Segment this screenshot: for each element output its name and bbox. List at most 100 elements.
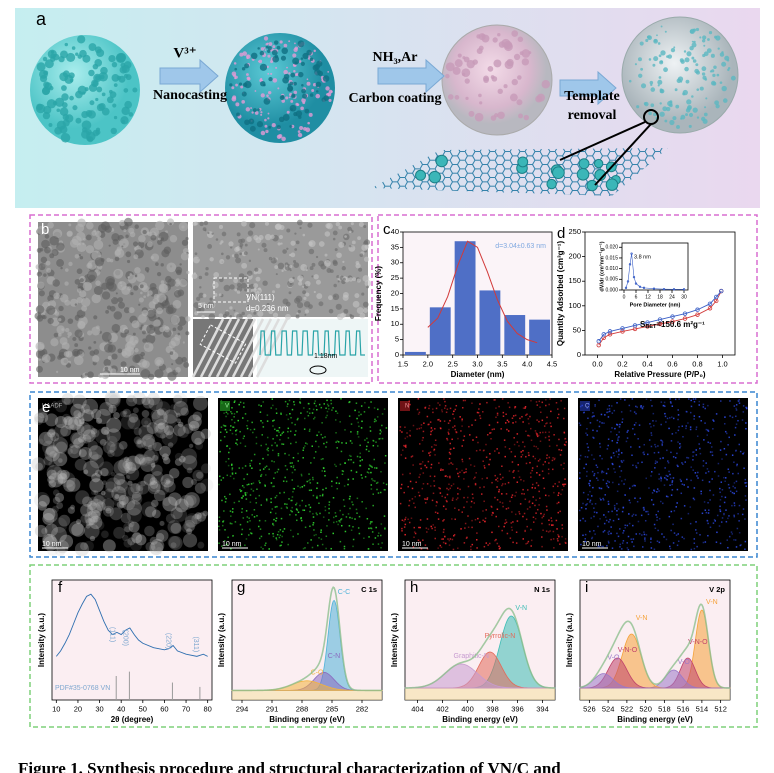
eds-pixel: [677, 441, 679, 443]
eds-pixel: [725, 509, 727, 511]
eds-pixel: [510, 522, 513, 524]
eds-pixel: [591, 537, 593, 540]
tem-grain: [43, 273, 47, 277]
x-axis-label: Binding energy (eV): [617, 715, 693, 724]
haadf-grain: [48, 472, 64, 488]
tem-grain: [240, 238, 246, 244]
eds-pixel: [383, 408, 386, 410]
eds-pixel: [593, 515, 595, 518]
haadf-grain: [76, 519, 82, 525]
eds-pixel: [692, 459, 694, 461]
eds-pixel: [445, 508, 447, 510]
x-tick-label: 12: [645, 294, 651, 300]
texture-dot: [275, 66, 278, 69]
eds-pixel: [693, 538, 696, 540]
eds-pixel: [731, 416, 734, 419]
eds-pixel: [701, 479, 704, 482]
eds-pixel: [461, 460, 464, 463]
tem-grain: [106, 305, 112, 310]
eds-pixel: [465, 537, 468, 539]
eds-pixel: [235, 429, 237, 432]
haadf-grain: [100, 426, 109, 435]
eds-pixel: [312, 522, 315, 524]
eds-pixel: [706, 520, 709, 522]
texture-dot: [241, 99, 246, 104]
point: [714, 294, 719, 300]
eds-pixel: [307, 414, 310, 417]
texture-dot: [302, 101, 306, 105]
eds-pixel: [471, 543, 474, 546]
texture-dot: [297, 132, 303, 138]
eds-pixel: [683, 537, 685, 540]
tem-grain: [64, 327, 70, 333]
eds-pixel: [231, 522, 233, 525]
eds-pixel: [287, 418, 290, 421]
eds-pixel: [657, 510, 659, 513]
texture-dot: [88, 43, 97, 52]
eds-pixel: [559, 510, 561, 513]
tem-grain: [200, 302, 204, 306]
zoom-line: [594, 123, 652, 186]
eds-pixel: [711, 478, 713, 480]
panel-label: d: [557, 225, 565, 242]
point: [632, 275, 636, 279]
tem-grain: [352, 300, 360, 308]
eds-pixel: [236, 438, 238, 441]
eds-pixel: [736, 464, 738, 467]
eds-pixel: [319, 512, 321, 515]
eds-pixel: [360, 413, 362, 416]
texture-dot: [685, 113, 688, 117]
eds-pixel: [564, 541, 566, 544]
eds-map: [218, 398, 388, 551]
eds-pixel: [656, 491, 658, 493]
series-line: [625, 253, 684, 290]
texture-dot: [264, 118, 267, 122]
haadf-grain: [133, 427, 142, 436]
eds-pixel: [563, 407, 566, 410]
texture-dot: [660, 89, 665, 94]
eds-pixel: [550, 517, 553, 519]
texture-dot: [706, 48, 712, 53]
tem-grain: [176, 269, 182, 276]
haadf-grain: [89, 498, 104, 514]
eds-pixel: [259, 469, 262, 471]
eds-pixel: [299, 504, 301, 507]
eds-pixel: [520, 456, 523, 458]
tem-grain: [163, 326, 170, 333]
eds-pixel: [219, 475, 221, 478]
tem-grain: [194, 252, 198, 256]
eds-pixel: [693, 542, 696, 544]
eds-pixel: [233, 501, 236, 504]
tem-grain: [87, 330, 93, 336]
texture-dot: [541, 80, 551, 89]
eds-pixel: [696, 545, 698, 548]
eds-pixel: [678, 398, 680, 400]
eds-pixel: [405, 446, 407, 448]
eds-pixel: [628, 499, 631, 502]
eds-pixel: [419, 526, 421, 529]
tem-grain: [103, 358, 111, 367]
eds-pixel: [457, 437, 459, 440]
haadf-grain: [57, 476, 66, 485]
eds-pixel: [246, 427, 249, 430]
point: [642, 286, 646, 290]
eds-pixel: [663, 484, 666, 486]
texture-dot: [327, 70, 330, 73]
texture-dot: [314, 68, 321, 76]
eds-pixel: [275, 512, 277, 515]
tem-grain: [161, 300, 170, 309]
eds-pixel: [548, 435, 550, 438]
eds-pixel: [686, 411, 688, 413]
tem-grain: [117, 297, 124, 303]
eds-pixel: [650, 434, 653, 436]
texture-dot: [688, 124, 692, 128]
tem-grain: [236, 282, 242, 288]
eds-pixel: [315, 533, 317, 536]
tem-grain: [277, 242, 281, 246]
eds-pixel: [234, 521, 237, 523]
chart-title: V 2p: [709, 585, 725, 594]
tem-grain: [196, 307, 202, 313]
eds-pixel: [561, 489, 564, 491]
annotation-part: BET: [645, 324, 657, 330]
eds-pixel: [531, 502, 534, 505]
